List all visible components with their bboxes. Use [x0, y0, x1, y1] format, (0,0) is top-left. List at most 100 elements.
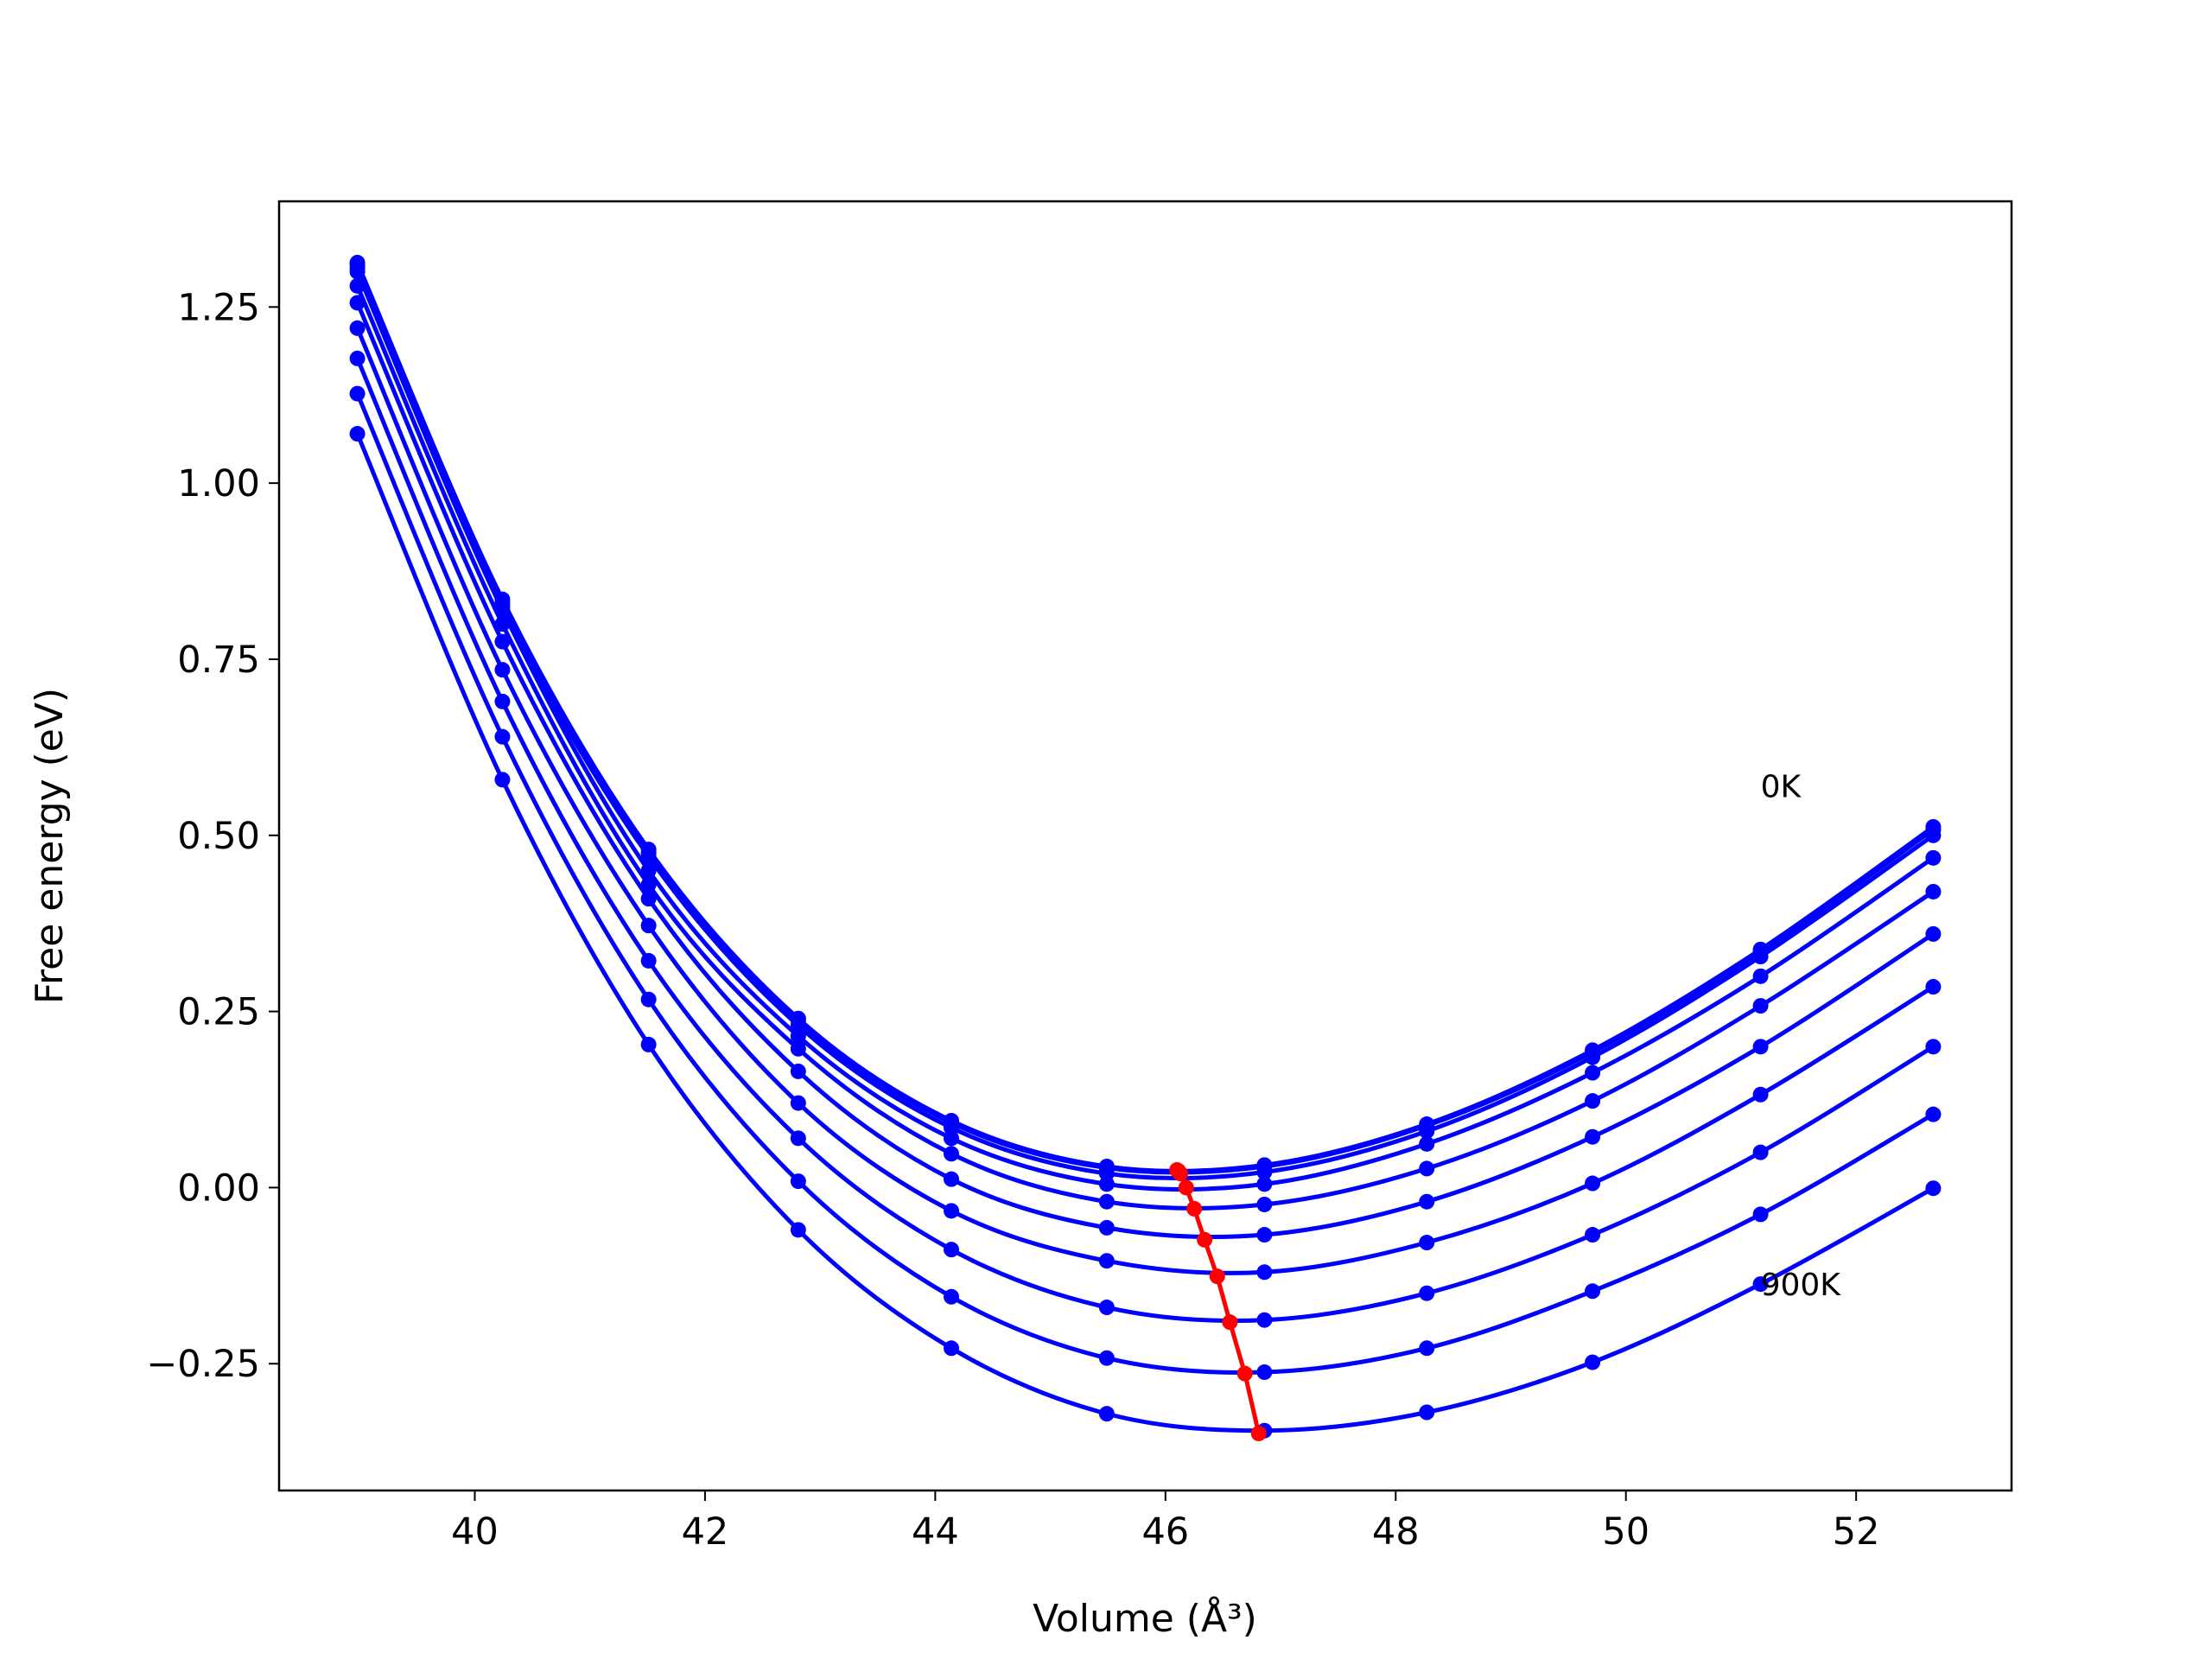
data-point [349, 426, 365, 442]
data-point [1098, 1406, 1115, 1422]
data-point [640, 849, 657, 865]
annotation: 0K [1761, 770, 1802, 805]
y-tick-label: 0.25 [177, 991, 260, 1034]
data-point [640, 918, 657, 934]
y-tick-label: 1.00 [177, 462, 260, 505]
data-point [1585, 1065, 1601, 1081]
data-point [944, 1242, 960, 1258]
data-point [1256, 1264, 1273, 1281]
x-tick-label: 44 [912, 1510, 959, 1554]
curve [355, 357, 1935, 1324]
minimum-point [1209, 1268, 1225, 1285]
curve [355, 302, 1935, 1240]
data-point [1419, 1404, 1435, 1421]
data-point [1925, 1039, 1942, 1055]
data-point [349, 350, 365, 366]
data-point [1419, 1285, 1435, 1301]
data-point [1585, 1093, 1601, 1109]
data-point [494, 662, 511, 678]
data-point [1752, 949, 1769, 965]
data-point [1585, 1049, 1601, 1065]
data-point [1925, 1180, 1942, 1197]
x-tick-label: 42 [682, 1510, 729, 1554]
curve [355, 270, 1935, 1192]
data-point [1925, 849, 1942, 866]
y-tick-label: 0.50 [177, 815, 260, 858]
curve [355, 284, 1935, 1211]
data-point [1256, 1227, 1273, 1243]
data-point [1098, 1300, 1115, 1316]
y-tick-label: 0.75 [177, 639, 260, 682]
data-point [790, 1028, 806, 1045]
data-point [1419, 1123, 1435, 1140]
data-point [1098, 1176, 1115, 1192]
x-tick-label: 48 [1372, 1510, 1420, 1554]
data-point [1752, 998, 1769, 1014]
x-tick-label: 52 [1833, 1510, 1880, 1554]
data-point [349, 264, 365, 280]
data-point [1256, 1164, 1273, 1180]
data-point [640, 1036, 657, 1052]
y-tick-label: −0.25 [146, 1343, 260, 1386]
data-point [349, 320, 365, 336]
data-point [944, 1203, 960, 1219]
data-point [1098, 1350, 1115, 1366]
data-point [1585, 1175, 1601, 1192]
data-point [790, 1063, 806, 1079]
data-point [1925, 925, 1942, 942]
plot-area [349, 254, 1942, 1441]
data-point [1752, 1206, 1769, 1223]
minimum-point [1178, 1179, 1194, 1196]
x-axis-label: Volume (Å³) [1033, 1595, 1257, 1641]
data-point [1256, 1364, 1273, 1381]
data-point [640, 891, 657, 907]
minimum-point [1197, 1231, 1213, 1248]
data-point [1925, 883, 1942, 899]
data-point [1585, 1354, 1601, 1370]
data-point [640, 952, 657, 969]
curve [355, 433, 1935, 1433]
data-point [944, 1146, 960, 1162]
data-point [790, 1040, 806, 1057]
curve [355, 267, 1935, 1181]
data-point [1752, 968, 1769, 984]
data-point [790, 1222, 806, 1238]
data-point [1752, 1086, 1769, 1103]
data-point [1585, 1283, 1601, 1300]
data-point [494, 772, 511, 788]
data-point [790, 1173, 806, 1190]
data-point [1256, 1176, 1273, 1192]
data-point [640, 862, 657, 879]
data-point [640, 876, 657, 893]
data-point [944, 1130, 960, 1147]
data-point [1098, 1219, 1115, 1236]
data-point [1419, 1135, 1435, 1152]
data-point [349, 385, 365, 402]
data-point [1098, 1193, 1115, 1210]
plot-frame [277, 200, 2013, 1492]
minimum-point [1222, 1314, 1238, 1331]
data-point [349, 295, 365, 311]
curve [355, 392, 1935, 1375]
annotation: 900K [1761, 1268, 1842, 1303]
data-point [1925, 1106, 1942, 1122]
data-point [1419, 1235, 1435, 1251]
curve [355, 327, 1935, 1275]
data-point [494, 633, 511, 650]
minimum-point [1250, 1425, 1267, 1441]
data-point [349, 277, 365, 294]
data-point [494, 693, 511, 709]
data-point [1098, 1253, 1115, 1269]
x-tick-label: 46 [1141, 1510, 1189, 1554]
minimum-point [1236, 1365, 1253, 1382]
minimum-point [1173, 1166, 1189, 1182]
data-point [1752, 1276, 1769, 1293]
data-point [1752, 1144, 1769, 1160]
data-point [1925, 979, 1942, 995]
data-point [944, 1171, 960, 1187]
data-point [1419, 1340, 1435, 1357]
y-axis-label: Free energy (eV) [28, 688, 72, 1004]
